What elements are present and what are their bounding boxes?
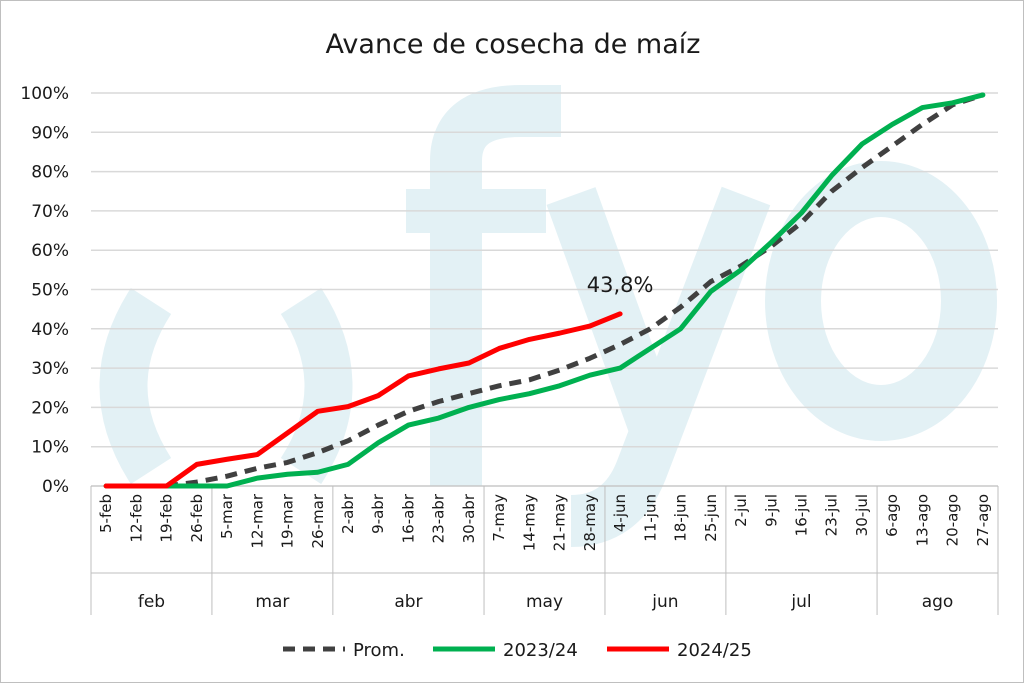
x-tick-label: 30-abr	[460, 493, 478, 543]
y-tick-label: 40%	[31, 320, 69, 340]
x-tick-label: 30-jul	[853, 494, 871, 536]
x-tick-label: 14-may	[520, 494, 538, 551]
series-line-Prom	[106, 92, 984, 489]
x-tick-label: 6-ago	[883, 494, 901, 537]
watermark-paren-right	[280, 287, 353, 485]
legend-label: 2023/24	[503, 640, 578, 661]
month-label: ago	[922, 592, 954, 612]
x-tick-label: 2-jul	[732, 494, 750, 527]
x-tick-label: 21-may	[551, 494, 569, 551]
watermark-letter-f	[430, 85, 561, 486]
x-tick-label: 5-feb	[97, 494, 115, 533]
legend-label: Prom.	[353, 640, 405, 661]
x-tick-label: 9-abr	[369, 493, 387, 534]
month-label: jun	[651, 592, 678, 612]
x-tick-label: 27-ago	[974, 494, 992, 546]
month-label: feb	[138, 592, 165, 612]
month-label: may	[526, 592, 563, 612]
month-label: abr	[394, 592, 422, 612]
x-tick-label: 19-feb	[158, 494, 176, 543]
watermark-paren-left	[99, 287, 172, 485]
y-tick-label: 50%	[31, 281, 69, 301]
y-tick-label: 100%	[20, 84, 69, 104]
watermark-logo	[99, 85, 997, 547]
x-tick-label: 26-feb	[188, 494, 206, 543]
y-tick-label: 80%	[31, 163, 69, 183]
data-label: 43,8%	[587, 273, 654, 297]
x-tick-label: 5-mar	[218, 493, 236, 539]
x-tick-label: 26-mar	[309, 493, 327, 548]
y-tick-label: 30%	[31, 359, 69, 379]
x-tick-label: 4-jun	[611, 494, 629, 532]
y-tick-label: 70%	[31, 202, 69, 222]
x-tick-label: 12-feb	[127, 494, 145, 543]
x-tick-label: 20-ago	[944, 494, 962, 546]
x-tick-label: 23-abr	[430, 493, 448, 543]
x-tick-label: 18-jun	[672, 494, 690, 542]
legend-label: 2024/25	[677, 640, 752, 661]
x-tick-label: 28-may	[581, 494, 599, 551]
watermark-letter-o	[765, 161, 997, 441]
watermark-letter-y	[546, 186, 771, 547]
series-line-202324	[103, 92, 986, 489]
y-tick-label: 60%	[31, 241, 69, 261]
x-tick-label: 13-ago	[913, 494, 931, 546]
x-tick-label: 16-abr	[399, 493, 417, 543]
x-tick-label: 9-jul	[762, 494, 780, 527]
chart-title: Avance de cosecha de maíz	[326, 29, 701, 60]
y-tick-label: 20%	[31, 398, 69, 418]
y-tick-label: 90%	[31, 123, 69, 143]
x-tick-label: 19-mar	[279, 493, 297, 548]
series-line-202425	[103, 311, 623, 489]
x-tick-label: 7-may	[490, 494, 508, 542]
y-tick-label: 0%	[42, 477, 69, 497]
x-tick-label: 23-jul	[823, 494, 841, 536]
x-tick-label: 25-jun	[702, 494, 720, 542]
month-label: mar	[255, 592, 289, 612]
x-tick-label: 16-jul	[792, 494, 810, 536]
y-tick-label: 10%	[31, 438, 69, 458]
x-tick-label: 11-jun	[641, 494, 659, 542]
x-tick-label: 2-abr	[339, 493, 357, 534]
x-tick-label: 12-mar	[248, 493, 266, 548]
month-label: jul	[790, 592, 811, 612]
